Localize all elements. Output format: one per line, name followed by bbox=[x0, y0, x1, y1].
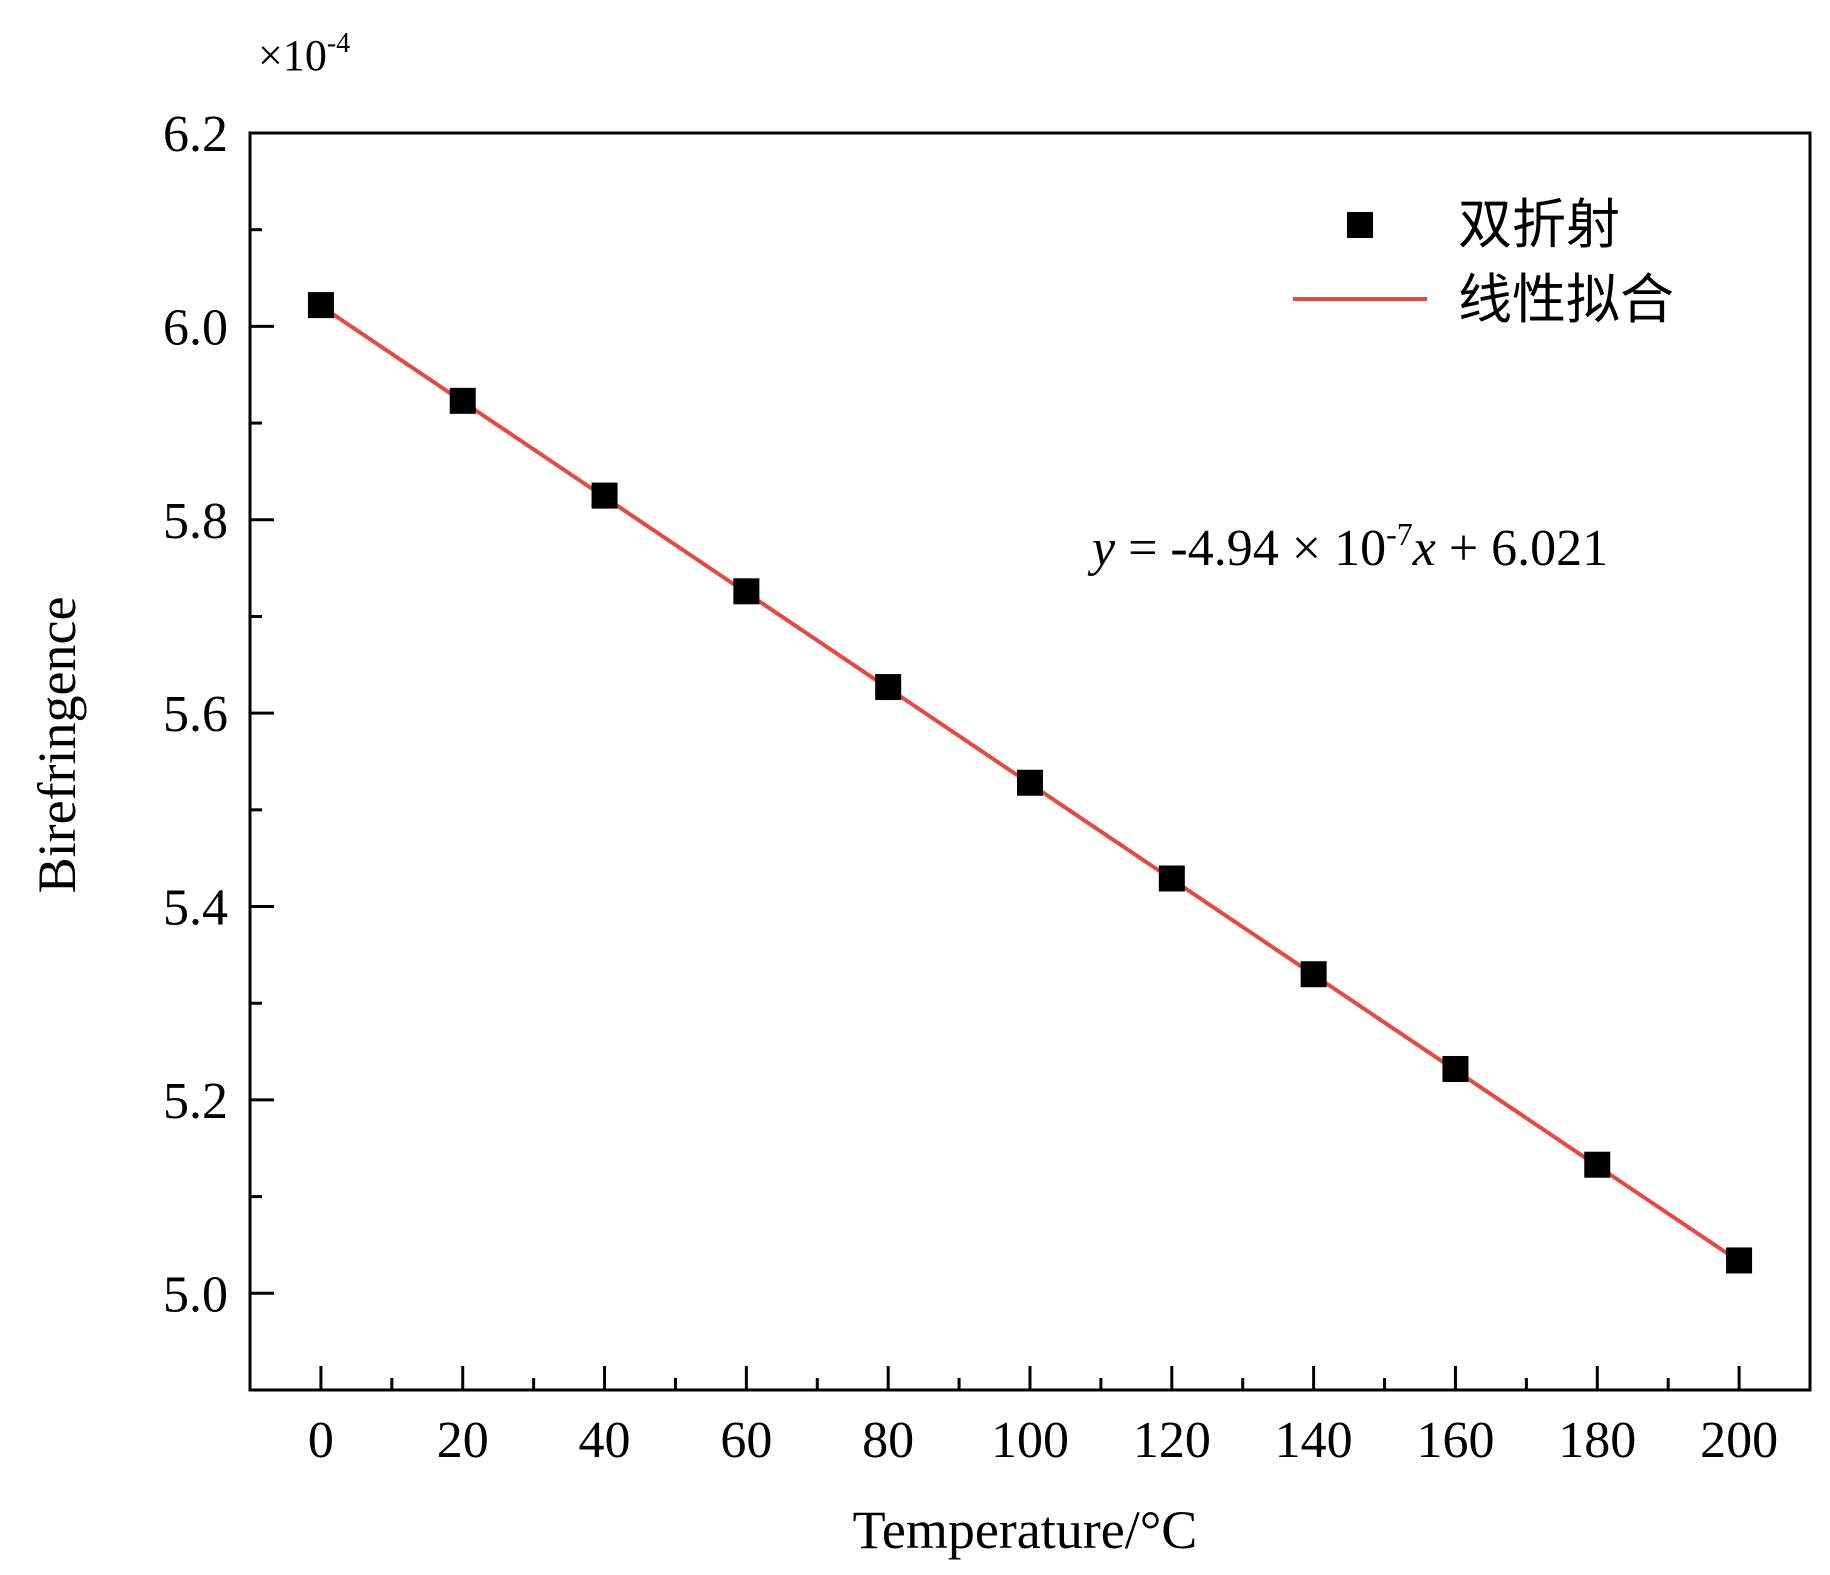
data-point bbox=[1158, 865, 1185, 892]
x-tick-label: 40 bbox=[579, 1412, 631, 1469]
equation-part1: = -4.94 × 10 bbox=[1115, 520, 1386, 577]
data-point bbox=[875, 674, 902, 701]
x-tick-label: 100 bbox=[991, 1412, 1069, 1469]
series-layer bbox=[307, 292, 1753, 1274]
legend: 双折射 线性拟合 bbox=[1293, 195, 1674, 330]
data-point bbox=[1584, 1151, 1611, 1178]
equation-part2: + 6.021 bbox=[1436, 520, 1608, 577]
ticks bbox=[250, 131, 1741, 1390]
equation-y-var: y bbox=[1087, 520, 1116, 577]
data-point bbox=[449, 387, 476, 414]
y-tick-label: 5.6 bbox=[163, 686, 228, 743]
x-tick-label: 60 bbox=[720, 1412, 772, 1469]
y-axis-label: Birefringence bbox=[27, 597, 87, 894]
equation-exponent: -7 bbox=[1386, 516, 1413, 552]
x-tick-label: 120 bbox=[1133, 1412, 1211, 1469]
tick-labels: 0 20 40 60 80 100 120 140 160 180 200 5.0 5.2 5.4 5.6 5… bbox=[163, 106, 1778, 1469]
data-point bbox=[591, 482, 618, 509]
equation-x-var: x bbox=[1412, 520, 1436, 577]
fit-equation: y = -4.94 × 10-7x + 6.021 bbox=[1087, 516, 1608, 577]
x-tick-label: 0 bbox=[308, 1412, 334, 1469]
y-tick-label: 6.2 bbox=[163, 106, 228, 163]
x-tick-label: 180 bbox=[1558, 1412, 1636, 1469]
legend-label-scatter: 双折射 bbox=[1458, 195, 1620, 255]
data-point bbox=[733, 578, 760, 605]
x-tick-label: 80 bbox=[862, 1412, 914, 1469]
y-multiplier: ×10-4 bbox=[258, 28, 350, 80]
y-tick-label: 5.0 bbox=[163, 1266, 228, 1323]
x-tick-label: 140 bbox=[1275, 1412, 1353, 1469]
data-point bbox=[307, 292, 334, 319]
legend-marker-square bbox=[1347, 212, 1373, 238]
y-tick-label: 5.4 bbox=[163, 880, 228, 937]
y-tick-label: 5.8 bbox=[163, 493, 228, 550]
y-multiplier-exponent: -4 bbox=[327, 28, 350, 59]
data-point bbox=[1726, 1247, 1753, 1274]
legend-label-line: 线性拟合 bbox=[1458, 270, 1674, 330]
y-tick-label: 6.0 bbox=[163, 299, 228, 356]
data-point bbox=[1442, 1055, 1469, 1082]
y-tick-label: 5.2 bbox=[163, 1073, 228, 1130]
data-point bbox=[1300, 961, 1327, 988]
y-multiplier-base: ×10 bbox=[258, 31, 327, 80]
data-point bbox=[1017, 769, 1043, 796]
x-tick-label: 20 bbox=[437, 1412, 489, 1469]
x-axis-label: Temperature/°C bbox=[853, 1500, 1198, 1560]
x-tick-label: 160 bbox=[1416, 1412, 1494, 1469]
x-tick-label: 200 bbox=[1700, 1412, 1778, 1469]
